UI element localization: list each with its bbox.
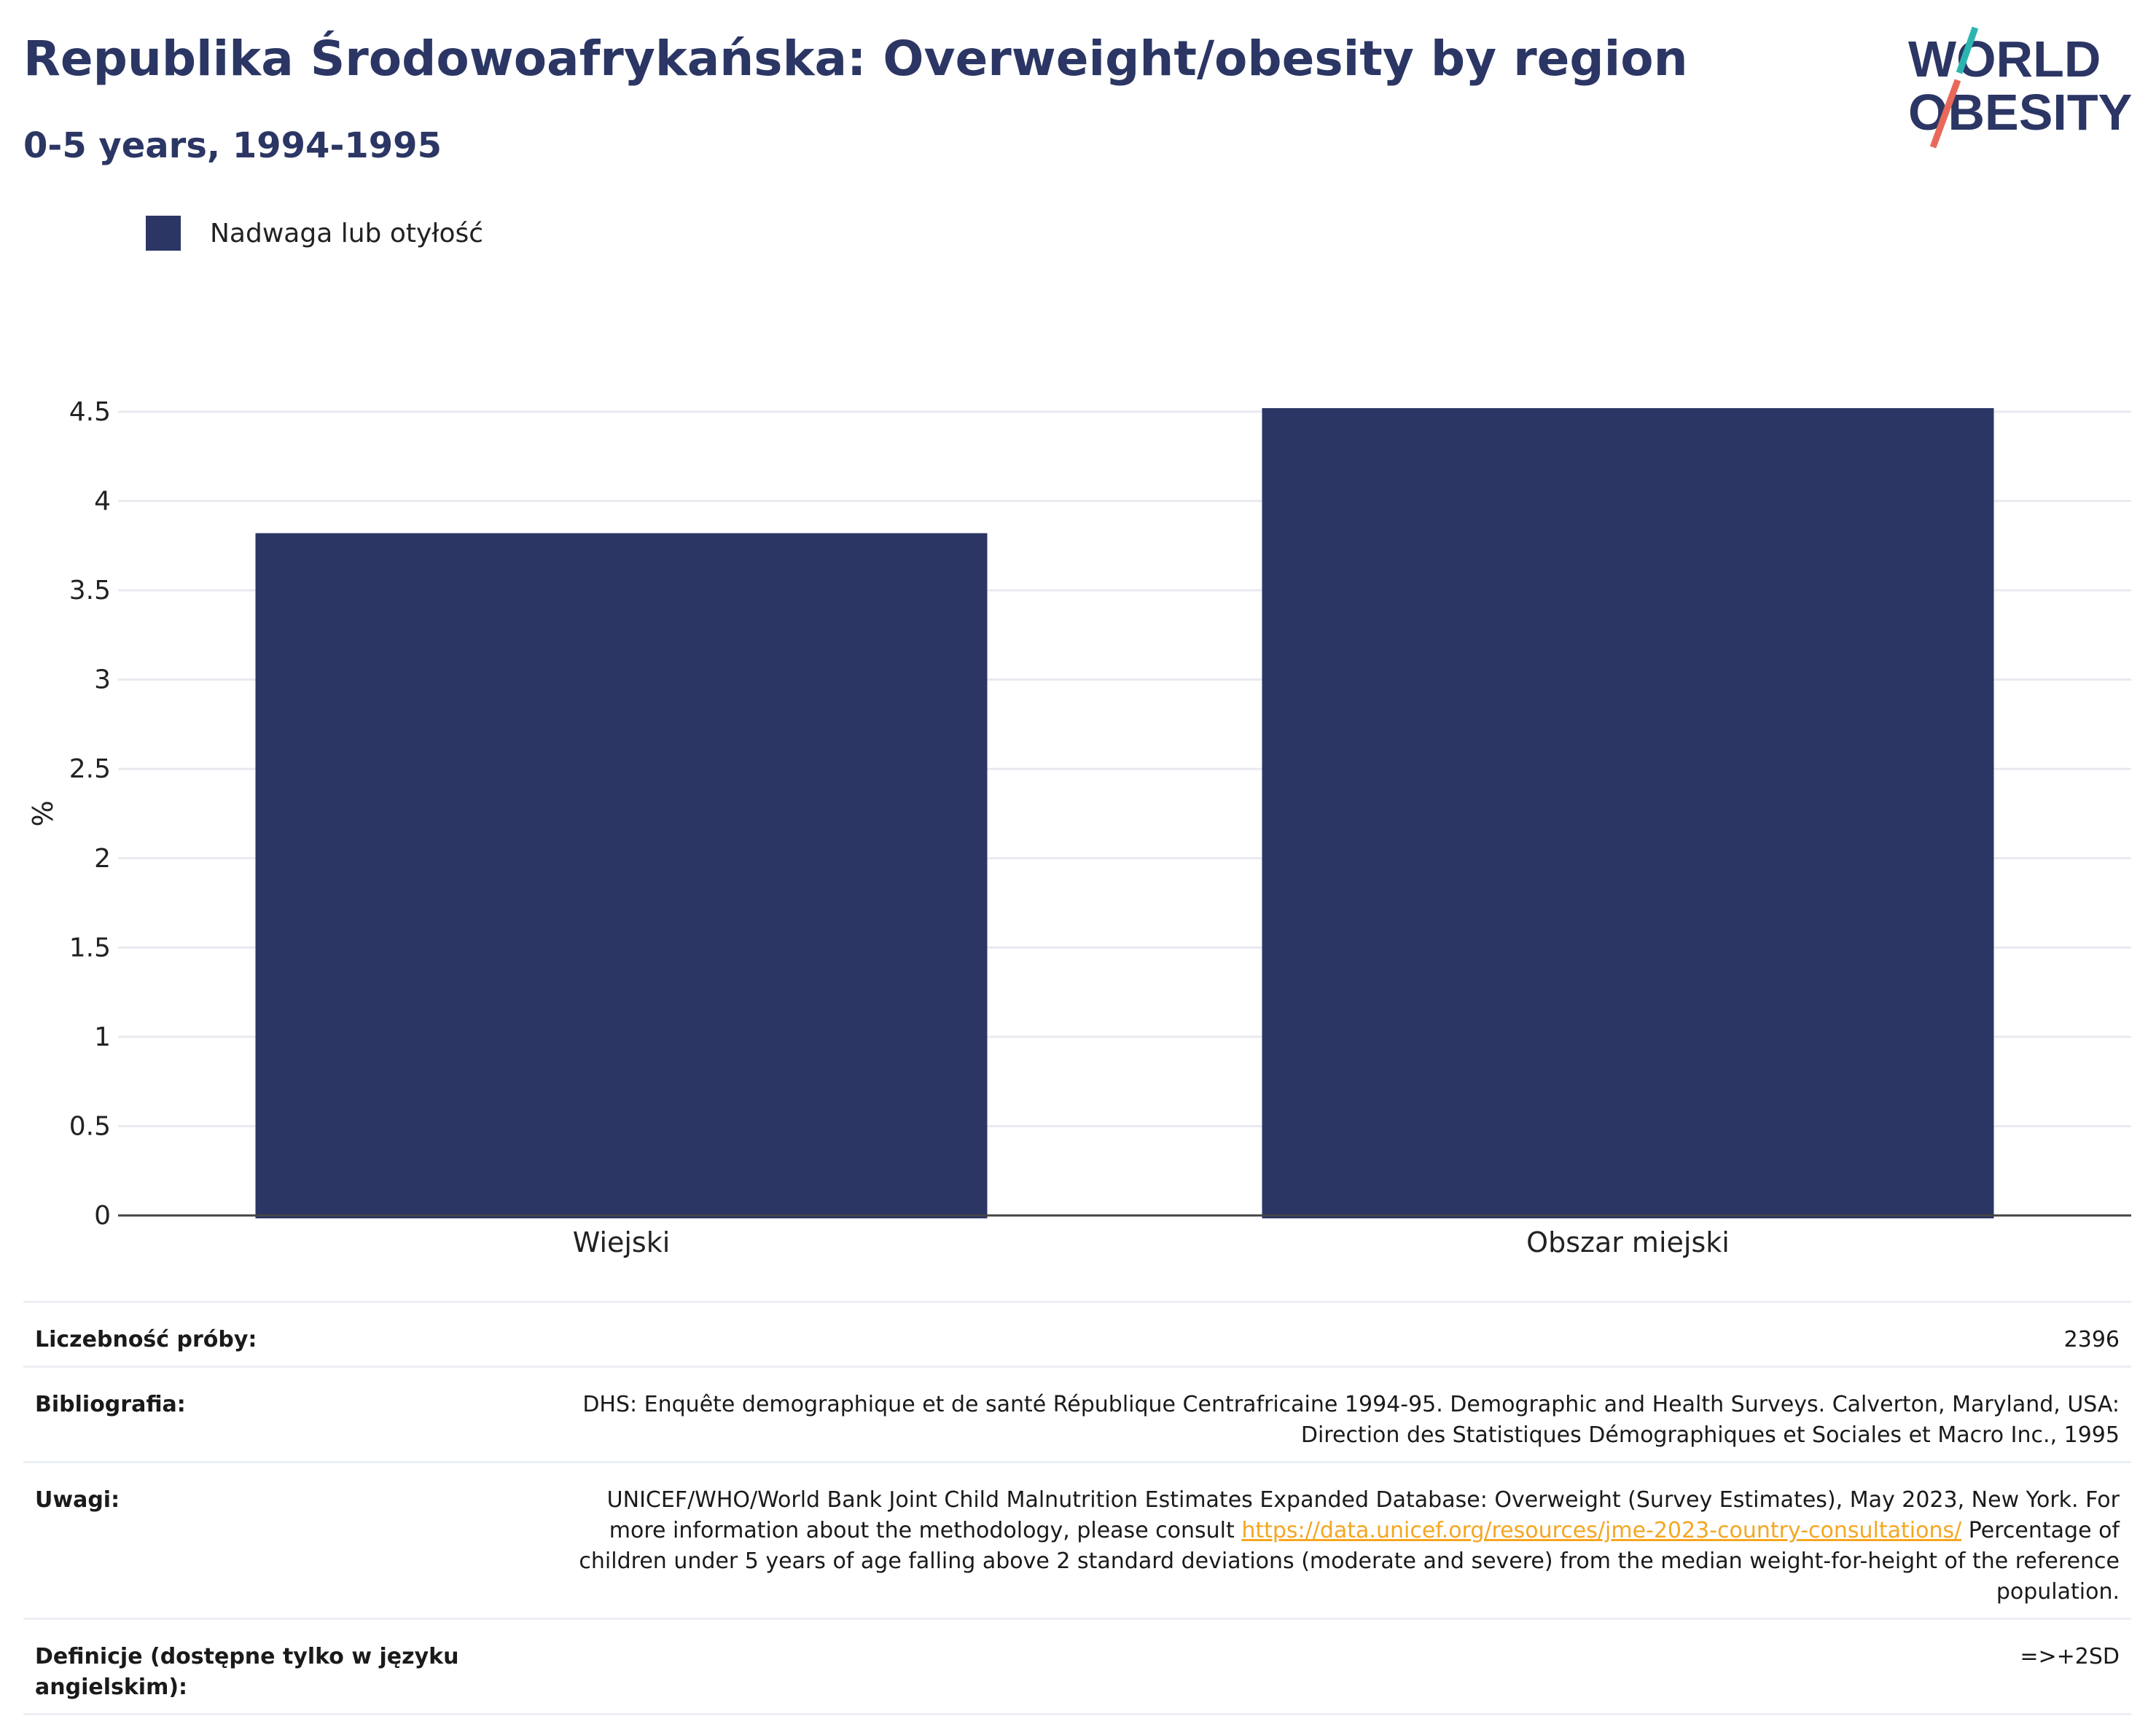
x-tick-label: Obszar miejski <box>1526 1226 1730 1258</box>
bar-0 <box>255 533 988 1218</box>
legend-label: Nadwaga lub otyłość <box>210 218 484 248</box>
y-tick-label: 2 <box>94 844 111 874</box>
info-row-definitions: Definicje (dostępne tylko w języku angie… <box>23 1618 2131 1715</box>
definitions-label: Definicje (dostępne tylko w języku angie… <box>35 1644 459 1700</box>
y-tick-label: 2.5 <box>69 754 111 784</box>
y-tick-label: 0 <box>94 1201 111 1231</box>
sample-label: Liczebność próby: <box>35 1327 257 1352</box>
bibliography-value: DHS: Enquête demographique et de santé R… <box>582 1392 2120 1448</box>
definitions-value: =>+2SD <box>2020 1644 2120 1669</box>
sample-value: 2396 <box>2063 1327 2120 1352</box>
chart-title: Republika Środowoafrykańska: Overweight/… <box>23 31 1688 87</box>
notes-value: UNICEF/WHO/World Bank Joint Child Malnut… <box>574 1485 2120 1607</box>
logo-slash-teal <box>1956 26 1979 74</box>
info-table: Liczebność próby: 2396 Bibliografia: DHS… <box>23 1301 2131 1715</box>
info-row-bibliography: Bibliografia: DHS: Enquête demographique… <box>23 1366 2131 1461</box>
logo-word-world: WORLD <box>1908 31 2101 87</box>
notes-label: Uwagi: <box>35 1487 120 1513</box>
bar-1 <box>1262 408 1994 1218</box>
y-tick-label: 1.5 <box>69 933 111 963</box>
y-tick-label: 4.5 <box>69 397 111 427</box>
methodology-link[interactable]: https://data.unicef.org/resources/jme-20… <box>1241 1518 1962 1543</box>
bibliography-label: Bibliografia: <box>35 1392 186 1417</box>
y-tick-label: 0.5 <box>69 1111 111 1141</box>
logo-slash-coral <box>1929 79 1961 149</box>
info-row-sample: Liczebność próby: 2396 <box>23 1301 2131 1366</box>
world-obesity-logo: WORLD OBESITY <box>1908 26 2132 149</box>
chart-subtitle: 0-5 years, 1994-1995 <box>23 125 442 166</box>
legend: Nadwaga lub otyłość <box>146 216 483 251</box>
y-tick-label: 1 <box>94 1022 111 1052</box>
bar-chart: 0 0.5 1 1.5 2 2.5 3 3.5 4 4.5 Wiejski Obszar miejsk… <box>27 397 2131 1258</box>
notes-text-before: UNICEF/WHO/World Bank Joint Child Malnut… <box>606 1487 2120 1543</box>
notes-text-after: Percentage of children under 5 years of … <box>579 1518 2120 1605</box>
y-tick-label: 3.5 <box>69 576 111 606</box>
x-tick-label: Wiejski <box>573 1226 671 1258</box>
y-tick-label: 3 <box>94 665 111 695</box>
y-axis-label: % <box>27 800 59 826</box>
info-row-notes: Uwagi: UNICEF/WHO/World Bank Joint Child… <box>23 1461 2131 1618</box>
y-tick-label: 4 <box>94 487 111 517</box>
legend-swatch <box>146 216 181 251</box>
